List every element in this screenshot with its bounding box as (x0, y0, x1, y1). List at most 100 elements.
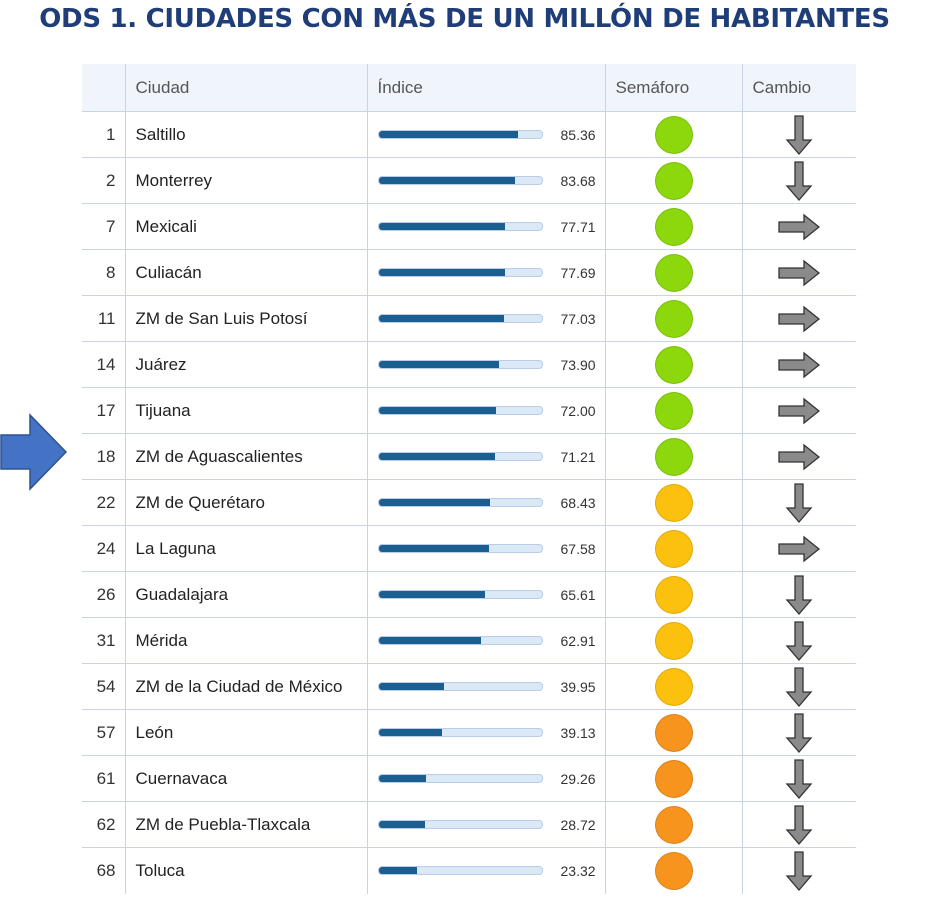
city-cell: Mexicali (124, 203, 367, 250)
index-bar-track (377, 498, 543, 507)
rank-cell: 1 (82, 111, 125, 158)
index-bar-fill (378, 867, 417, 875)
semaforo-green-icon (654, 299, 693, 338)
change-cell (741, 663, 856, 710)
city-cell: ZM de la Ciudad de México (124, 663, 367, 710)
index-bar: 65.61 (377, 587, 605, 603)
header-rank (82, 64, 125, 112)
index-bar: 71.21 (377, 448, 605, 465)
semaforo-orange-icon (654, 851, 693, 890)
table-body: 1 Saltillo 85.36 2 Monterrey 83.68 7 Mexicali 77… (82, 111, 856, 894)
rank-cell: 8 (82, 249, 125, 296)
index-cell: 73.90 (366, 341, 605, 388)
index-value: 77.69 (560, 264, 596, 281)
index-bar-fill (378, 131, 518, 138)
semaforo-cell (604, 709, 742, 756)
semaforo-yellow-icon (654, 667, 693, 706)
semaforo-cell (604, 433, 742, 480)
index-cell: 71.21 (366, 433, 605, 480)
index-bar-track (377, 452, 543, 461)
index-bar-track (377, 774, 543, 783)
index-bar: 28.72 (377, 817, 605, 833)
table-row: 24 La Laguna 67.58 (82, 525, 856, 572)
index-cell: 29.26 (366, 755, 605, 802)
index-value: 71.21 (560, 448, 596, 465)
change-down-arrow-icon (785, 482, 813, 523)
table-row: 31 Mérida 62.91 (82, 617, 856, 664)
change-cell (741, 571, 856, 618)
index-bar-track (377, 360, 543, 369)
change-cell (741, 755, 856, 802)
index-cell: 77.03 (366, 295, 605, 342)
city-cell: Tijuana (124, 387, 367, 434)
index-bar-track (377, 314, 543, 323)
index-cell: 83.68 (366, 157, 605, 204)
index-cell: 77.69 (366, 249, 605, 296)
index-value: 62.91 (560, 632, 596, 649)
semaforo-yellow-icon (654, 529, 693, 568)
table-row: 61 Cuernavaca 29.26 (82, 755, 856, 802)
city-cell: ZM de Aguascalientes (124, 433, 367, 480)
rank-cell: 18 (82, 433, 125, 480)
index-cell: 68.43 (366, 479, 605, 526)
rank-cell: 26 (82, 571, 125, 618)
semaforo-cell (604, 571, 742, 618)
rank-cell: 17 (82, 387, 125, 434)
index-cell: 85.36 (366, 111, 605, 158)
index-cell: 62.91 (366, 617, 605, 664)
index-value: 73.90 (560, 356, 596, 373)
index-bar-fill (378, 453, 495, 460)
index-bar-track (377, 728, 543, 737)
index-bar: 77.69 (377, 264, 605, 281)
index-bar: 83.68 (377, 173, 605, 189)
city-cell: ZM de San Luis Potosí (124, 295, 367, 342)
city-cell: La Laguna (124, 525, 367, 572)
semaforo-yellow-icon (654, 575, 693, 614)
index-bar-fill (378, 315, 505, 322)
index-bar-track (377, 590, 543, 599)
index-bar-track (377, 130, 543, 139)
table-row: 22 ZM de Querétaro 68.43 (82, 479, 856, 526)
change-cell (741, 479, 856, 526)
change-right-arrow-icon (778, 535, 821, 562)
index-bar: 67.58 (377, 540, 605, 557)
change-down-arrow-icon (785, 851, 813, 891)
ranking-table: Ciudad Índice Semáforo Cambio 1 Saltillo 8… (82, 64, 856, 894)
index-cell: 39.95 (366, 663, 605, 710)
change-cell (741, 249, 856, 296)
index-bar-fill (378, 775, 427, 782)
index-bar-fill (378, 407, 496, 414)
city-cell: León (124, 709, 367, 756)
table-header-row: Ciudad Índice Semáforo Cambio (82, 64, 856, 112)
index-bar-fill (378, 361, 499, 368)
index-bar-fill (378, 223, 506, 230)
rank-cell: 31 (82, 617, 125, 664)
city-cell: Mérida (124, 617, 367, 664)
city-cell: ZM de Puebla-Tlaxcala (124, 801, 367, 848)
index-bar-fill (378, 269, 506, 276)
change-cell (741, 111, 856, 158)
index-value: 67.58 (560, 540, 596, 557)
table-row: 7 Mexicali 77.71 (82, 203, 856, 250)
table-row: 1 Saltillo 85.36 (82, 111, 856, 158)
change-cell (741, 203, 856, 250)
index-bar-fill (378, 591, 486, 598)
index-bar-track (377, 222, 543, 231)
city-cell: Saltillo (124, 111, 367, 158)
change-right-arrow-icon (778, 397, 821, 424)
header-change: Cambio (741, 64, 856, 112)
change-down-arrow-icon (785, 666, 813, 707)
rank-cell: 22 (82, 479, 125, 526)
index-cell: 65.61 (366, 571, 605, 618)
index-bar: 29.26 (377, 771, 605, 787)
index-cell: 72.00 (366, 387, 605, 434)
index-bar-track (377, 682, 543, 691)
semaforo-cell (604, 755, 742, 802)
rank-cell: 14 (82, 341, 125, 388)
change-right-arrow-icon (778, 213, 821, 240)
semaforo-orange-icon (654, 805, 693, 844)
change-down-arrow-icon (785, 804, 813, 845)
city-cell: Cuernavaca (124, 755, 367, 802)
change-cell (741, 295, 856, 342)
index-value: 77.71 (560, 218, 596, 235)
